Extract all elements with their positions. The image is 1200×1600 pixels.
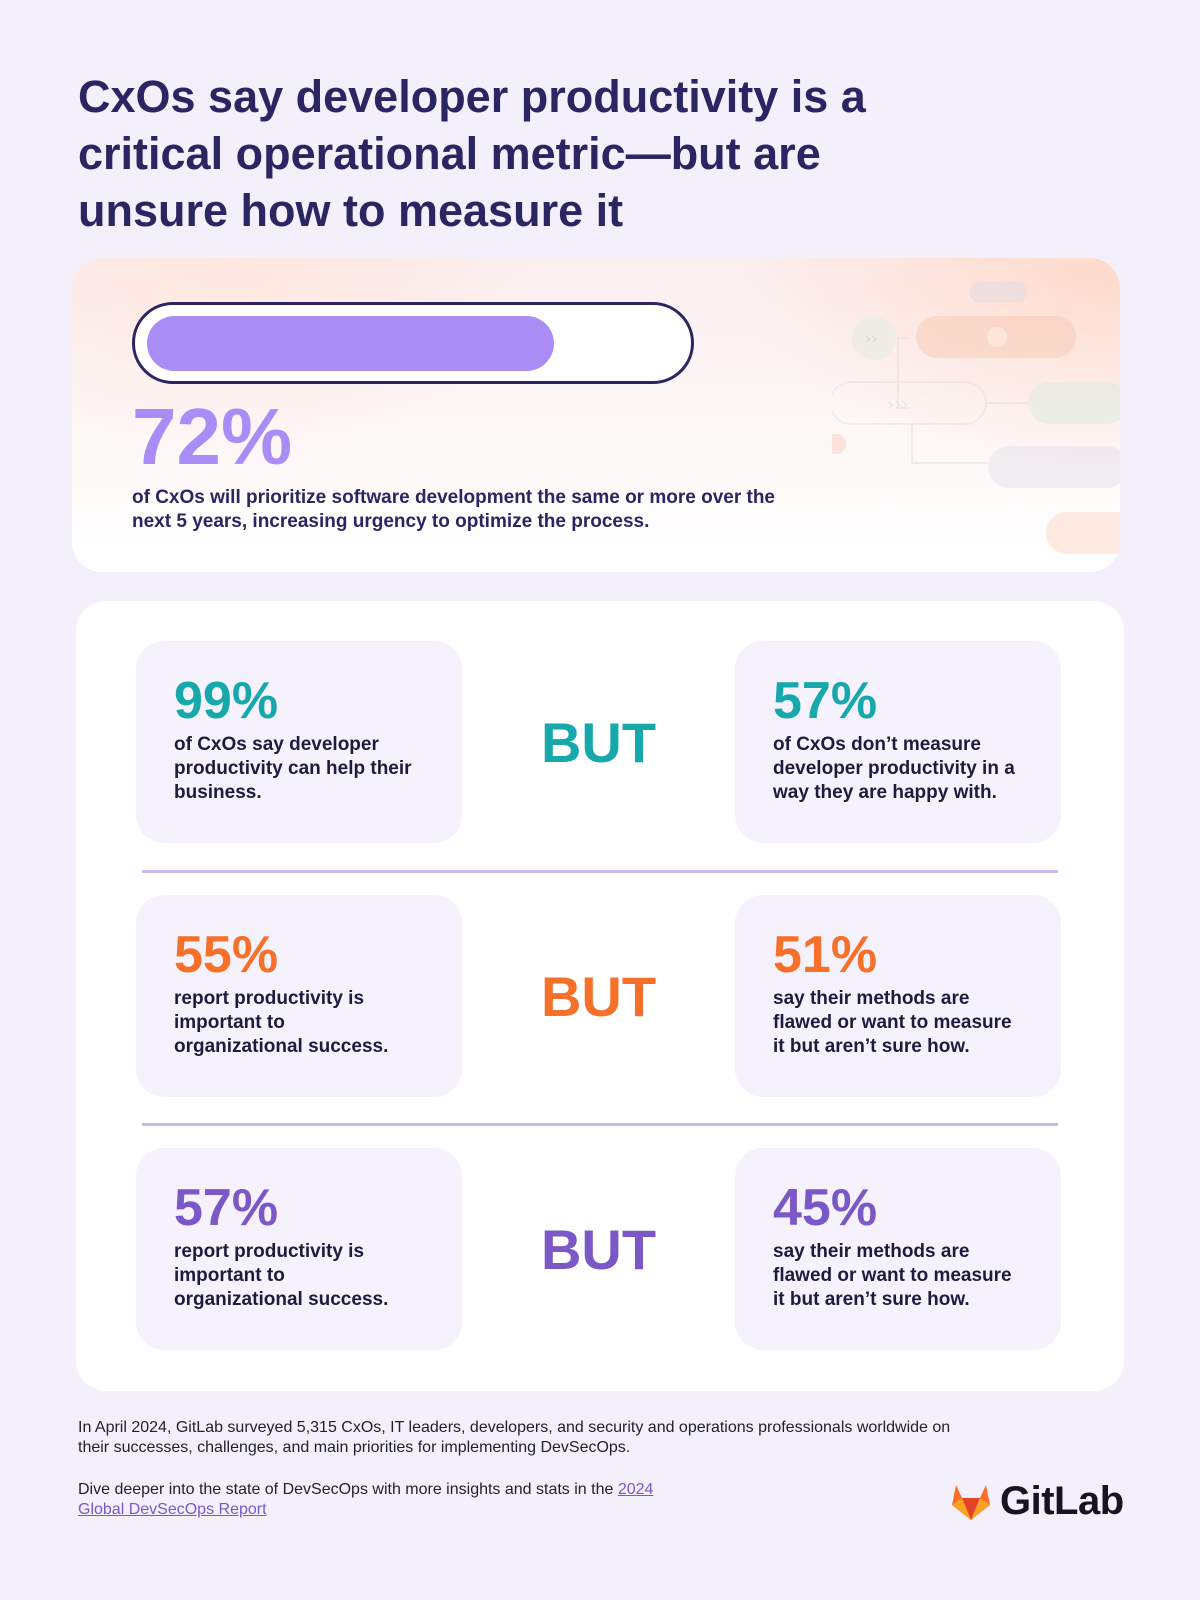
stat-description: of CxOs don’t measure developer producti… — [773, 734, 1015, 803]
stat-percentage: 57% — [773, 672, 878, 730]
stat-card: 57% report productivity is important to … — [136, 1148, 462, 1350]
headline: CxOs say developer productivity is a cri… — [78, 71, 866, 236]
comparison-row: 57% report productivity is important to … — [136, 1148, 1064, 1350]
stat-percentage: 55% — [174, 926, 279, 984]
divider — [142, 870, 1058, 873]
stat-percentage: 51% — [773, 926, 878, 984]
stat-card: 55% report productivity is important to … — [136, 895, 462, 1097]
stat-percentage: 57% — [174, 1179, 279, 1237]
stat-card: 51% say their methods are flawed or want… — [735, 895, 1061, 1097]
workflow-decoration: ›› ››› — [832, 282, 1120, 554]
but-connector: BUT — [540, 964, 657, 1028]
report-promo: Dive deeper into the state of DevSecOps … — [78, 1480, 698, 1520]
survey-footnote: In April 2024, GitLab surveyed 5,315 CxO… — [78, 1419, 951, 1456]
progress-bar-fill — [147, 316, 554, 371]
stat-description: say their methods are flawed or want to … — [773, 1241, 1012, 1310]
svg-text:›››: ››› — [887, 394, 909, 415]
svg-text:››: ›› — [865, 329, 878, 348]
hero-card: ›› ››› 72% of CxOs will prioritize softw… — [72, 258, 1120, 572]
divider — [142, 1123, 1058, 1126]
report-link[interactable]: 2024 Global DevSecOps Report — [78, 1481, 654, 1518]
report-promo-text: Dive deeper into the state of DevSecOps … — [78, 1481, 618, 1498]
comparison-row: 55% report productivity is important to … — [136, 895, 1064, 1097]
stat-card: 45% say their methods are flawed or want… — [735, 1148, 1061, 1350]
progress-bar — [132, 302, 694, 384]
stat-description: say their methods are flawed or want to … — [773, 988, 1012, 1057]
tanuki-icon — [952, 1485, 990, 1520]
stat-percentage: 45% — [773, 1179, 878, 1237]
comparison-row: 99% of CxOs say developer productivity c… — [136, 641, 1064, 843]
comparison-panel: 99% of CxOs say developer productivity c… — [76, 601, 1124, 1391]
logo-wordmark: GitLab — [1000, 1478, 1124, 1523]
stat-card: 57% of CxOs don’t measure developer prod… — [735, 641, 1061, 843]
hero-description: of CxOs will prioritize software develop… — [132, 487, 775, 532]
stat-card: 99% of CxOs say developer productivity c… — [136, 641, 462, 843]
stat-description: report productivity is important to orga… — [174, 1241, 389, 1310]
but-connector: BUT — [540, 710, 657, 774]
stat-percentage: 99% — [174, 672, 279, 730]
stat-description: of CxOs say developer productivity can h… — [174, 734, 412, 803]
gitlab-logo: GitLab — [950, 1476, 1124, 1526]
but-connector: BUT — [540, 1217, 657, 1281]
hero-stat: 72% — [132, 392, 293, 481]
stat-description: report productivity is important to orga… — [174, 988, 389, 1057]
